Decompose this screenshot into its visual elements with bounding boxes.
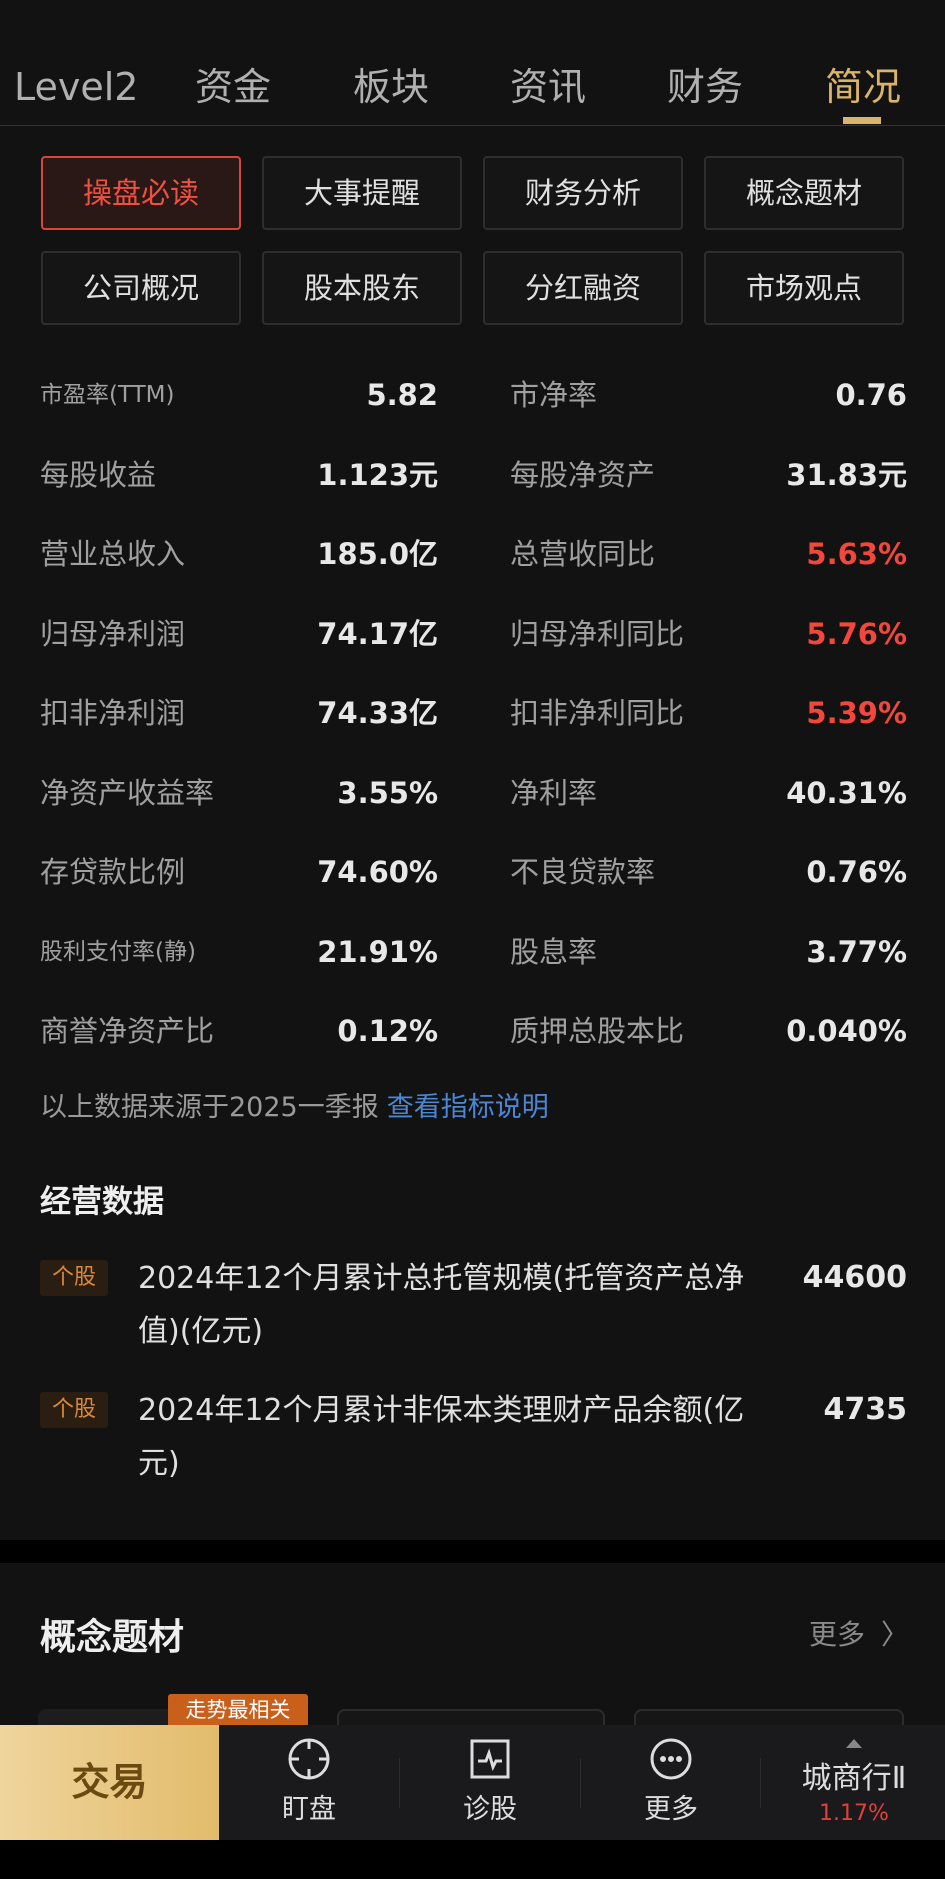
- metric-label: 股利支付率(静): [40, 938, 196, 965]
- sector-button[interactable]: 城商行Ⅱ 1.17%: [779, 1725, 929, 1840]
- metric-value: 185.0亿: [317, 537, 438, 571]
- source-text: 以上数据来源于2025一季报: [40, 1092, 379, 1123]
- watch-label: 盯盘: [282, 1794, 336, 1825]
- crosshair-icon: [288, 1738, 330, 1780]
- more-label: 更多: [644, 1794, 698, 1825]
- tab-finance[interactable]: 财务: [667, 65, 744, 109]
- divider: [399, 1758, 400, 1808]
- operating-data-title: 经营数据: [40, 1184, 164, 1220]
- btn-dividends[interactable]: 分红融资: [483, 251, 683, 325]
- metric-row: 股利支付率(静) 21.91% 股息率 3.77%: [0, 932, 945, 972]
- more-dots-icon: [650, 1738, 692, 1780]
- metric-value: 3.55%: [337, 775, 438, 810]
- metric-label: 股息率: [510, 934, 598, 969]
- divider: [760, 1758, 761, 1808]
- metric-value: 74.33亿: [317, 696, 438, 730]
- metric-value: 5.39%: [806, 696, 907, 730]
- metric-value: 0.040%: [786, 1014, 907, 1048]
- metric-value: 1.123元: [317, 457, 438, 492]
- btn-market-views[interactable]: 市场观点: [704, 251, 904, 325]
- btn-shareholders[interactable]: 股本股东: [262, 251, 462, 325]
- tab-news[interactable]: 资讯: [510, 65, 587, 109]
- sector-change: 1.17%: [819, 1801, 889, 1826]
- metric-label: 总营收同比: [510, 537, 656, 571]
- metric-label: 不良贷款率: [510, 855, 656, 889]
- metric-value: 0.76: [835, 378, 907, 412]
- metric-value: 21.91%: [317, 934, 438, 969]
- metric-label: 市盈率(TTM): [40, 382, 175, 408]
- trade-button[interactable]: 交易: [0, 1725, 219, 1840]
- triangle-up-icon: [846, 1739, 862, 1748]
- more-link[interactable]: 更多〉: [809, 1613, 909, 1653]
- metric-row: 存贷款比例 74.60% 不良贷款率 0.76%: [0, 852, 945, 892]
- item-text: 2024年12个月累计非保本类理财产品余额(亿元): [138, 1393, 745, 1481]
- metric-label: 商誉净资产比: [40, 1014, 215, 1048]
- more-label: 更多: [808, 1618, 865, 1651]
- tab-overview[interactable]: 简况: [825, 65, 902, 109]
- item-value: 4735: [823, 1392, 908, 1427]
- metric-value: 3.77%: [806, 934, 907, 969]
- item-value: 44600: [802, 1260, 907, 1295]
- most-related-badge: 走势最相关: [168, 1694, 308, 1726]
- stock-tag: 个股: [40, 1260, 108, 1296]
- tab-funds[interactable]: 资金: [195, 65, 272, 109]
- metric-value: 74.17亿: [317, 616, 438, 651]
- overview-panel: Level2 资金 板块 资讯 财务 简况 操盘必读 大事提醒 财务分析 概念题…: [0, 0, 945, 1540]
- tab-level2[interactable]: Level2: [14, 65, 139, 109]
- btn-concepts[interactable]: 概念题材: [704, 156, 904, 230]
- pulse-chart-icon: [470, 1739, 510, 1779]
- metric-label: 净利率: [510, 775, 598, 810]
- watch-button[interactable]: 盯盘: [234, 1725, 384, 1840]
- metric-row: 市盈率(TTM) 5.82 市净率 0.76: [0, 375, 945, 415]
- chevron-right-icon: 〉: [880, 1618, 909, 1651]
- concept-title: 概念题材: [40, 1617, 185, 1658]
- stock-tag: 个股: [40, 1392, 108, 1428]
- metric-value: 5.63%: [806, 537, 907, 571]
- btn-company-profile[interactable]: 公司概况: [41, 251, 241, 325]
- metric-row: 归母净利润 74.17亿 归母净利同比 5.76%: [0, 614, 945, 654]
- metric-value: 5.76%: [806, 616, 907, 651]
- concept-section: 概念题材 更多〉 走势最相关: [0, 1563, 945, 1739]
- metric-row: 商誉净资产比 0.12% 质押总股本比 0.040%: [0, 1011, 945, 1051]
- more-button[interactable]: 更多: [596, 1725, 746, 1840]
- diagnose-button[interactable]: 诊股: [415, 1725, 565, 1840]
- metric-label: 每股净资产: [510, 457, 656, 492]
- metric-label: 扣非净利润: [40, 696, 186, 730]
- diagnose-label: 诊股: [463, 1794, 517, 1825]
- item-text: 2024年12个月累计总托管规模(托管资产总净值)(亿元): [138, 1261, 745, 1349]
- metric-label: 归母净利同比: [510, 616, 685, 651]
- metric-label: 市净率: [510, 378, 598, 412]
- btn-financial-analysis[interactable]: 财务分析: [483, 156, 683, 230]
- metric-label: 营业总收入: [40, 537, 186, 571]
- metric-row: 营业总收入 185.0亿 总营收同比 5.63%: [0, 534, 945, 574]
- metric-row: 每股收益 1.123元 每股净资产 31.83元: [0, 455, 945, 495]
- indicator-help-link[interactable]: 查看指标说明: [386, 1092, 549, 1123]
- metric-label: 存贷款比例: [40, 855, 186, 889]
- sector-name: 城商行Ⅱ: [801, 1761, 907, 1796]
- active-tab-indicator: [843, 117, 881, 124]
- metric-value: 5.82: [366, 378, 438, 412]
- metric-value: 40.31%: [786, 775, 907, 810]
- btn-events[interactable]: 大事提醒: [262, 156, 462, 230]
- btn-trading-must-read[interactable]: 操盘必读: [41, 156, 241, 230]
- tab-sectors[interactable]: 板块: [353, 65, 430, 109]
- bottom-toolbar: 交易 盯盘 诊股 更多 城商行Ⅱ 1.17%: [0, 1725, 945, 1840]
- metric-label: 质押总股本比: [510, 1014, 685, 1048]
- divider: [580, 1758, 581, 1808]
- metric-label: 净资产收益率: [40, 775, 215, 810]
- metric-value: 74.60%: [317, 855, 438, 889]
- metric-label: 扣非净利同比: [510, 696, 685, 730]
- metric-row: 扣非净利润 74.33亿 扣非净利同比 5.39%: [0, 693, 945, 733]
- tab-bar: Level2 资金 板块 资讯 财务 简况: [0, 50, 945, 126]
- metric-value: 0.12%: [337, 1014, 438, 1048]
- metric-label: 归母净利润: [40, 616, 186, 651]
- metric-label: 每股收益: [40, 457, 157, 492]
- data-source-note: 以上数据来源于2025一季报 查看指标说明: [40, 1085, 549, 1124]
- metric-value: 31.83元: [786, 457, 907, 492]
- metric-row: 净资产收益率 3.55% 净利率 40.31%: [0, 773, 945, 813]
- metric-value: 0.76%: [806, 855, 907, 889]
